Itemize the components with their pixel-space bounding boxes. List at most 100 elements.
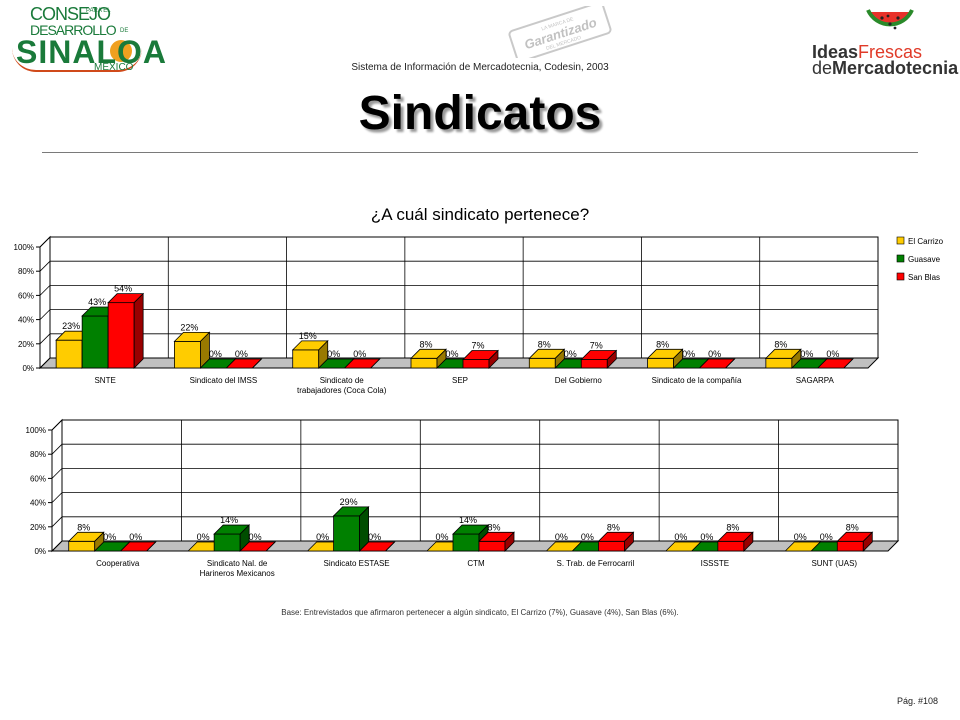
chart-sindicato-1: 0% 20% 40% 60% 80% 100% 23% 43% 54% SNTE 22% 0% 0% Si… — [14, 205, 944, 395]
data-label: 7% — [471, 341, 484, 351]
data-label: 0% — [826, 349, 839, 359]
data-label: 0% — [435, 532, 448, 542]
data-label: 29% — [340, 497, 358, 507]
bar-el-carrizo — [647, 357, 674, 369]
data-label: 0% — [235, 349, 248, 359]
title-divider — [42, 152, 918, 153]
page-number: Pág. #108 — [896, 696, 938, 706]
gridline-side — [39, 260, 51, 272]
legend-swatch — [896, 236, 905, 245]
y-tick-label: 40% — [30, 499, 46, 508]
data-label: 0% — [555, 532, 568, 542]
legend-swatch — [896, 272, 905, 281]
data-label: 0% — [682, 349, 695, 359]
bar-side — [725, 358, 735, 369]
category-label: CTM — [467, 559, 485, 568]
data-label: 0% — [564, 349, 577, 359]
bar-side — [488, 349, 499, 369]
legend-swatch — [896, 254, 905, 263]
y-tick-label: 100% — [14, 243, 34, 252]
data-label: 0% — [700, 532, 713, 542]
y-tick-label: 20% — [18, 340, 34, 349]
data-label: 8% — [846, 522, 859, 532]
data-label: 7% — [590, 341, 603, 351]
logo-right-line1: IdeasFrescas — [812, 42, 922, 63]
data-label: 14% — [220, 515, 238, 525]
garantizado-stamp: LA MARCA DE Garantizado DEL MERCADO — [508, 6, 612, 58]
category-label: trabajadores (Coca Cola) — [297, 386, 387, 395]
category-label: SUNT (UAS) — [811, 559, 857, 568]
data-label: 0% — [820, 532, 833, 542]
bar-el-carrizo — [174, 340, 201, 369]
y-tick-label: 0% — [22, 364, 34, 373]
category-label: S. Trab. de Ferrocarril — [557, 559, 635, 568]
bar-side — [624, 531, 634, 552]
category-label: ISSSTE — [701, 559, 729, 568]
data-label: 0% — [368, 532, 381, 542]
bar-san-blas — [717, 540, 745, 552]
logo-line-desarrollo: DESARROLLO — [30, 22, 117, 38]
data-label: 0% — [103, 532, 116, 542]
data-label: 0% — [316, 532, 329, 542]
data-label: 0% — [581, 532, 594, 542]
data-label: 23% — [62, 321, 80, 331]
category-label: Sindicato Nal. de — [207, 559, 268, 568]
data-label: 0% — [129, 532, 142, 542]
gridline-side — [39, 357, 51, 369]
bar-guasave — [333, 515, 360, 552]
bar-side — [504, 531, 515, 552]
bar-side — [265, 541, 276, 552]
ideas-frescas-logo: IdeasFrescas deMercadotecnia — [810, 2, 958, 82]
category-label: Sindicato ESTASE — [324, 559, 390, 568]
bar-san-blas — [598, 540, 625, 552]
bar-side — [606, 349, 617, 369]
gridline-side — [51, 516, 63, 528]
bar-guasave — [452, 533, 480, 552]
category-label: Del Gobierno — [555, 376, 603, 385]
bar-el-carrizo — [55, 339, 83, 369]
bar-san-blas — [836, 540, 864, 552]
bar-san-blas — [107, 302, 135, 369]
gridline-side — [51, 443, 63, 455]
data-label: 0% — [708, 349, 721, 359]
category-label: SEP — [452, 376, 468, 385]
data-label: 0% — [445, 349, 458, 359]
system-info: Sistema de Información de Mercadotecnia,… — [351, 62, 609, 73]
gridline-side — [39, 285, 51, 296]
logo-frescas: Frescas — [858, 42, 923, 62]
gridline-side — [39, 333, 51, 345]
data-label: 14% — [459, 515, 477, 525]
y-tick-label: 60% — [30, 474, 46, 483]
logo-line-para-el: PARA EL — [86, 8, 111, 14]
category-label: SNTE — [94, 376, 115, 385]
data-label: 8% — [774, 339, 787, 349]
data-label: 8% — [419, 339, 432, 349]
bar-el-carrizo — [292, 349, 320, 369]
bar-san-blas — [580, 359, 608, 369]
bar-side — [843, 358, 854, 369]
bar-el-carrizo — [68, 540, 96, 552]
logo-ideas: Ideas — [812, 42, 859, 62]
data-label: 0% — [197, 532, 210, 542]
gridline-side — [51, 419, 63, 431]
bar-side — [385, 541, 395, 552]
legend-entry: Guasave — [908, 255, 941, 264]
y-tick-label: 40% — [18, 316, 34, 325]
bar-san-blas — [462, 359, 490, 369]
legend-entry: El Carrizo — [908, 237, 944, 246]
category-label: Harineros Mexicanos — [200, 569, 275, 578]
logo-mercadotecnia: Mercadotecnia — [832, 58, 959, 78]
plot-back-wall — [61, 419, 899, 542]
y-tick-label: 20% — [30, 523, 46, 532]
logo-right-line2: deMercadotecnia — [812, 58, 958, 79]
plot-back-wall — [49, 236, 879, 359]
y-tick-label: 80% — [30, 450, 46, 459]
logo-de: de — [812, 58, 833, 78]
bar-san-blas — [478, 540, 506, 552]
y-tick-label: 0% — [34, 547, 46, 556]
data-label: 22% — [180, 322, 198, 332]
logo-swoosh — [12, 48, 142, 72]
data-label: 43% — [88, 297, 106, 307]
data-label: 8% — [538, 339, 551, 349]
gridline-side — [51, 540, 63, 552]
